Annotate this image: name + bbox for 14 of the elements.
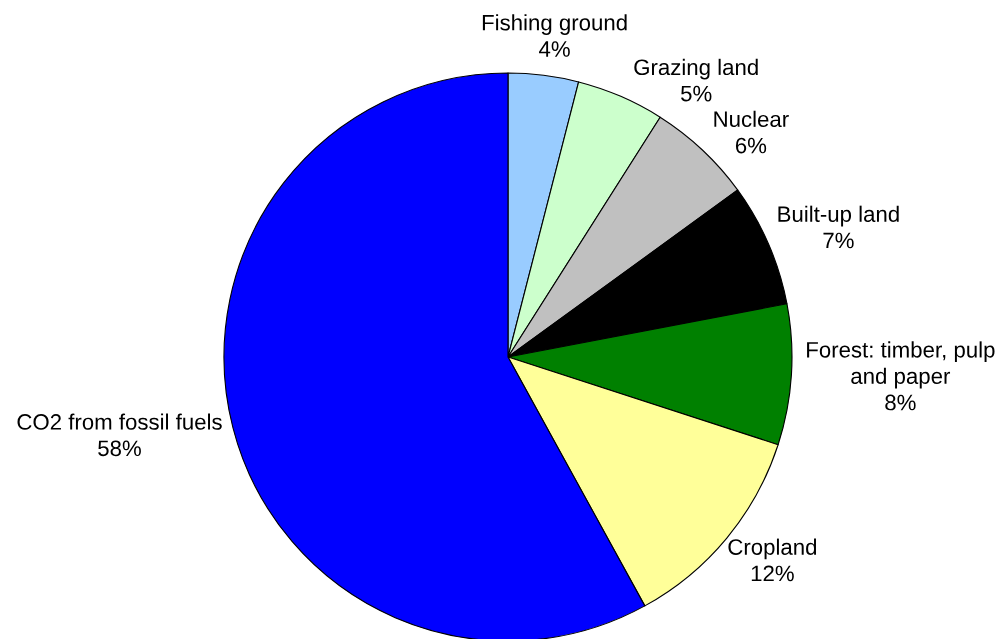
data-label: 7% <box>823 232 854 249</box>
slice-label: CO2 from fossil fuels <box>17 413 222 430</box>
slice-label: Nuclear <box>714 110 789 128</box>
data-label: 8% <box>885 394 916 411</box>
slice-label: Fishing ground <box>482 14 627 35</box>
data-label: 58% <box>98 440 141 457</box>
slice-label: Grazing land <box>634 58 758 80</box>
data-label: 6% <box>735 137 767 154</box>
data-label: 12% <box>751 565 794 582</box>
slice-label: Cropland <box>728 538 817 560</box>
slice-label: Forest: timber, pulp and paper <box>807 341 995 389</box>
data-label: 4% <box>539 41 570 57</box>
data-label: 5% <box>681 85 712 102</box>
slice-label: Built-up land <box>778 205 899 227</box>
